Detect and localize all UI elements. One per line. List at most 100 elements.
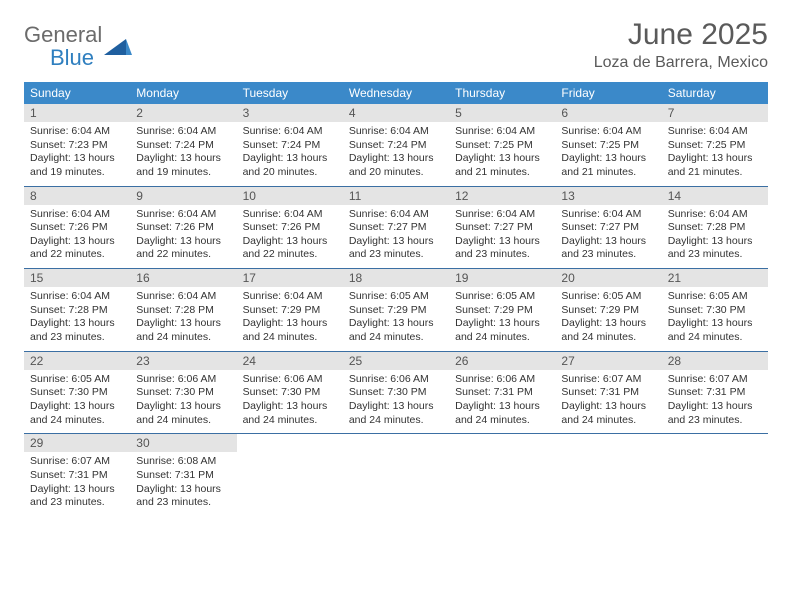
day-cell: 9Sunrise: 6:04 AMSunset: 7:26 PMDaylight… (130, 187, 236, 269)
day-cell: 1Sunrise: 6:04 AMSunset: 7:23 PMDaylight… (24, 104, 130, 186)
daylight-text: Daylight: 13 hours and 19 minutes. (30, 152, 124, 179)
sunrise-text: Sunrise: 6:07 AM (668, 373, 762, 387)
sunrise-text: Sunrise: 6:04 AM (30, 125, 124, 139)
day-number: 15 (24, 269, 130, 287)
sunset-text: Sunset: 7:29 PM (455, 304, 549, 318)
daylight-text: Daylight: 13 hours and 21 minutes. (561, 152, 655, 179)
day-number: 13 (555, 187, 661, 205)
day-body: Sunrise: 6:04 AMSunset: 7:28 PMDaylight:… (130, 287, 236, 351)
logo-text-general: General (24, 22, 102, 47)
day-number: 4 (343, 104, 449, 122)
day-body: Sunrise: 6:04 AMSunset: 7:24 PMDaylight:… (130, 122, 236, 186)
sunset-text: Sunset: 7:26 PM (243, 221, 337, 235)
sunrise-text: Sunrise: 6:04 AM (668, 208, 762, 222)
day-number: 8 (24, 187, 130, 205)
week-row: 8Sunrise: 6:04 AMSunset: 7:26 PMDaylight… (24, 187, 768, 270)
day-header-cell: Tuesday (237, 82, 343, 104)
daylight-text: Daylight: 13 hours and 24 minutes. (561, 317, 655, 344)
day-body: Sunrise: 6:07 AMSunset: 7:31 PMDaylight:… (662, 370, 768, 434)
sunset-text: Sunset: 7:30 PM (243, 386, 337, 400)
daylight-text: Daylight: 13 hours and 21 minutes. (668, 152, 762, 179)
sunrise-text: Sunrise: 6:07 AM (561, 373, 655, 387)
weeks-container: 1Sunrise: 6:04 AMSunset: 7:23 PMDaylight… (24, 104, 768, 516)
day-header-cell: Sunday (24, 82, 130, 104)
day-cell: 20Sunrise: 6:05 AMSunset: 7:29 PMDayligh… (555, 269, 661, 351)
day-cell: 28Sunrise: 6:07 AMSunset: 7:31 PMDayligh… (662, 352, 768, 434)
day-number: 30 (130, 434, 236, 452)
day-body: Sunrise: 6:04 AMSunset: 7:25 PMDaylight:… (555, 122, 661, 186)
day-body: Sunrise: 6:04 AMSunset: 7:27 PMDaylight:… (555, 205, 661, 269)
day-number: 11 (343, 187, 449, 205)
sunset-text: Sunset: 7:29 PM (243, 304, 337, 318)
day-cell: 22Sunrise: 6:05 AMSunset: 7:30 PMDayligh… (24, 352, 130, 434)
day-body: Sunrise: 6:06 AMSunset: 7:30 PMDaylight:… (343, 370, 449, 434)
day-cell: 24Sunrise: 6:06 AMSunset: 7:30 PMDayligh… (237, 352, 343, 434)
sunset-text: Sunset: 7:28 PM (136, 304, 230, 318)
day-number: 12 (449, 187, 555, 205)
sunrise-text: Sunrise: 6:04 AM (668, 125, 762, 139)
day-cell: 2Sunrise: 6:04 AMSunset: 7:24 PMDaylight… (130, 104, 236, 186)
sunrise-text: Sunrise: 6:04 AM (455, 125, 549, 139)
day-body: Sunrise: 6:05 AMSunset: 7:29 PMDaylight:… (343, 287, 449, 351)
day-cell: 7Sunrise: 6:04 AMSunset: 7:25 PMDaylight… (662, 104, 768, 186)
daylight-text: Daylight: 13 hours and 24 minutes. (455, 400, 549, 427)
sunrise-text: Sunrise: 6:04 AM (561, 208, 655, 222)
day-number: 3 (237, 104, 343, 122)
sunset-text: Sunset: 7:25 PM (668, 139, 762, 153)
day-number: 28 (662, 352, 768, 370)
day-cell: 15Sunrise: 6:04 AMSunset: 7:28 PMDayligh… (24, 269, 130, 351)
sunrise-text: Sunrise: 6:04 AM (136, 125, 230, 139)
day-cell: 27Sunrise: 6:07 AMSunset: 7:31 PMDayligh… (555, 352, 661, 434)
sunrise-text: Sunrise: 6:04 AM (455, 208, 549, 222)
day-body: Sunrise: 6:04 AMSunset: 7:28 PMDaylight:… (662, 205, 768, 269)
sunset-text: Sunset: 7:27 PM (455, 221, 549, 235)
day-number: 16 (130, 269, 236, 287)
day-number: 18 (343, 269, 449, 287)
day-cell: 8Sunrise: 6:04 AMSunset: 7:26 PMDaylight… (24, 187, 130, 269)
day-header-cell: Saturday (662, 82, 768, 104)
daylight-text: Daylight: 13 hours and 24 minutes. (349, 317, 443, 344)
daylight-text: Daylight: 13 hours and 24 minutes. (349, 400, 443, 427)
day-number: 9 (130, 187, 236, 205)
daylight-text: Daylight: 13 hours and 22 minutes. (243, 235, 337, 262)
day-number: 25 (343, 352, 449, 370)
logo: General Blue (24, 18, 132, 70)
sunrise-text: Sunrise: 6:04 AM (243, 125, 337, 139)
sunset-text: Sunset: 7:31 PM (30, 469, 124, 483)
sunrise-text: Sunrise: 6:04 AM (561, 125, 655, 139)
day-cell: 30Sunrise: 6:08 AMSunset: 7:31 PMDayligh… (130, 434, 236, 516)
day-header-cell: Thursday (449, 82, 555, 104)
day-body: Sunrise: 6:04 AMSunset: 7:23 PMDaylight:… (24, 122, 130, 186)
day-body: Sunrise: 6:05 AMSunset: 7:30 PMDaylight:… (24, 370, 130, 434)
day-body: Sunrise: 6:04 AMSunset: 7:25 PMDaylight:… (662, 122, 768, 186)
day-cell: .... (555, 434, 661, 516)
day-number: 21 (662, 269, 768, 287)
week-row: 29Sunrise: 6:07 AMSunset: 7:31 PMDayligh… (24, 434, 768, 516)
sunset-text: Sunset: 7:30 PM (30, 386, 124, 400)
sunrise-text: Sunrise: 6:04 AM (136, 208, 230, 222)
day-cell: .... (662, 434, 768, 516)
daylight-text: Daylight: 13 hours and 22 minutes. (30, 235, 124, 262)
day-body: Sunrise: 6:04 AMSunset: 7:27 PMDaylight:… (449, 205, 555, 269)
day-cell: 21Sunrise: 6:05 AMSunset: 7:30 PMDayligh… (662, 269, 768, 351)
sunrise-text: Sunrise: 6:05 AM (455, 290, 549, 304)
daylight-text: Daylight: 13 hours and 23 minutes. (30, 483, 124, 510)
location: Loza de Barrera, Mexico (594, 54, 768, 72)
sunset-text: Sunset: 7:25 PM (455, 139, 549, 153)
sunset-text: Sunset: 7:24 PM (349, 139, 443, 153)
sunset-text: Sunset: 7:30 PM (349, 386, 443, 400)
day-body: Sunrise: 6:08 AMSunset: 7:31 PMDaylight:… (130, 452, 236, 516)
daylight-text: Daylight: 13 hours and 24 minutes. (136, 317, 230, 344)
day-body: Sunrise: 6:06 AMSunset: 7:30 PMDaylight:… (237, 370, 343, 434)
sunset-text: Sunset: 7:29 PM (561, 304, 655, 318)
month-title: June 2025 (594, 18, 768, 52)
day-body: Sunrise: 6:04 AMSunset: 7:26 PMDaylight:… (130, 205, 236, 269)
sunrise-text: Sunrise: 6:08 AM (136, 455, 230, 469)
day-number: 23 (130, 352, 236, 370)
sunset-text: Sunset: 7:27 PM (349, 221, 443, 235)
sunset-text: Sunset: 7:31 PM (668, 386, 762, 400)
day-cell: 5Sunrise: 6:04 AMSunset: 7:25 PMDaylight… (449, 104, 555, 186)
daylight-text: Daylight: 13 hours and 24 minutes. (668, 317, 762, 344)
daylight-text: Daylight: 13 hours and 21 minutes. (455, 152, 549, 179)
daylight-text: Daylight: 13 hours and 24 minutes. (243, 317, 337, 344)
